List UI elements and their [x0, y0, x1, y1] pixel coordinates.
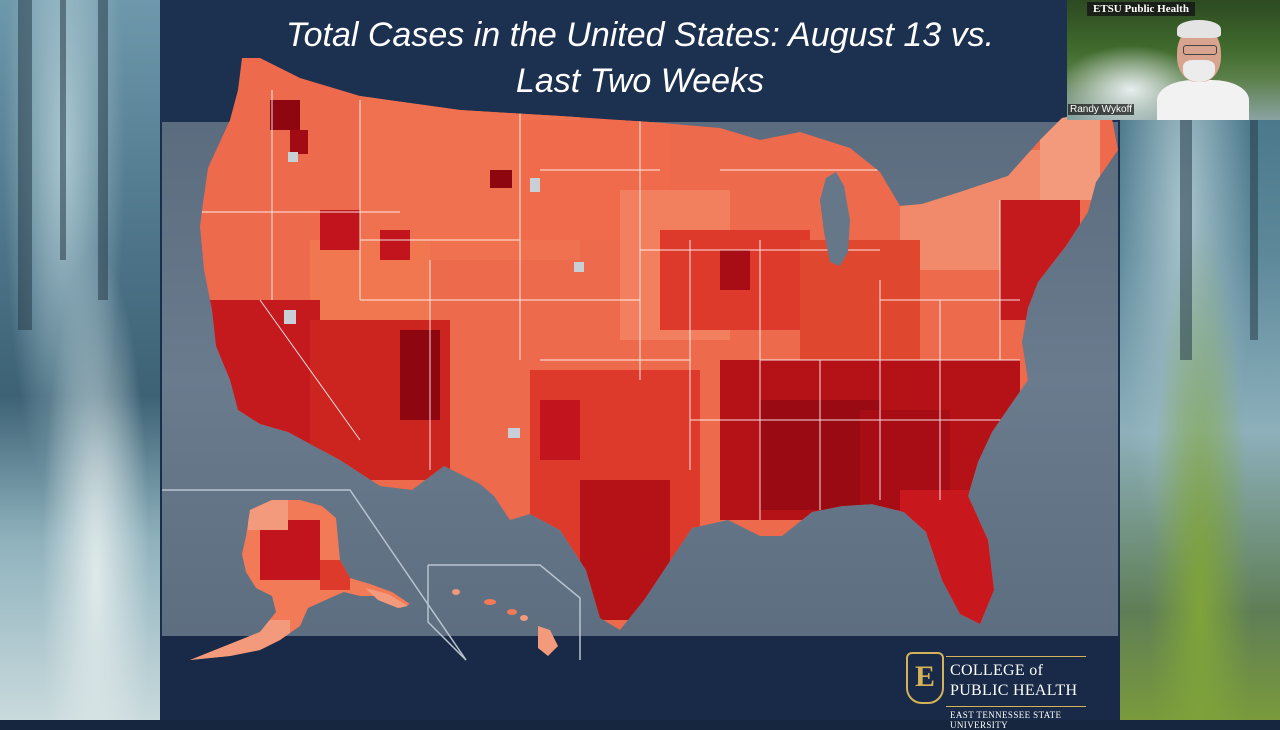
- logo-university-name: EAST TENNESSEE STATE UNIVERSITY: [950, 710, 1062, 730]
- channel-label: ETSU Public Health: [1087, 2, 1195, 16]
- participant-name-label: Randy Wykoff: [1068, 104, 1134, 115]
- logo-rule-bottom: [946, 706, 1086, 707]
- presentation-slide: Total Cases in the United States: August…: [160, 0, 1120, 730]
- tree-trunk: [18, 0, 32, 330]
- lake-michigan: [820, 172, 850, 266]
- participant-hair: [1177, 20, 1221, 38]
- participant-glasses: [1183, 45, 1217, 55]
- logo-college-of: COLLEGE of: [950, 662, 1044, 679]
- etsu-shield-logo-mark: E: [906, 652, 944, 704]
- inset-frames: [162, 489, 581, 661]
- slide-title-line2: Last Two Weeks: [515, 62, 765, 100]
- participant-beard: [1183, 60, 1215, 82]
- background-forest-right: [1120, 0, 1280, 720]
- hawaii-inset: [452, 589, 558, 656]
- participant-video-tile[interactable]: ETSU Public Health Randy Wykoff: [1067, 0, 1280, 120]
- tree-trunk: [98, 0, 108, 300]
- logo-public-health: PUBLIC HEALTH: [950, 682, 1078, 699]
- slide-title: Total Cases in the United States: August…: [160, 12, 1120, 104]
- logo-rule-top: [946, 656, 1086, 657]
- title-band: Total Cases in the United States: August…: [160, 0, 1120, 122]
- alaska-inset: [190, 500, 410, 660]
- participant-body: [1157, 80, 1249, 120]
- state-boundaries: [200, 90, 1020, 520]
- tree-trunk: [1250, 120, 1258, 340]
- college-logo: E COLLEGE of PUBLIC HEALTH EAST TENNESSE…: [902, 652, 1092, 730]
- tree-trunk: [1180, 120, 1192, 360]
- tree-trunk: [60, 0, 66, 260]
- lower-48-states: [200, 58, 1118, 630]
- slide-title-line1: Total Cases in the United States: August…: [285, 16, 995, 54]
- us-county-choropleth-map: [162, 58, 1118, 661]
- background-forest-left: [0, 0, 160, 720]
